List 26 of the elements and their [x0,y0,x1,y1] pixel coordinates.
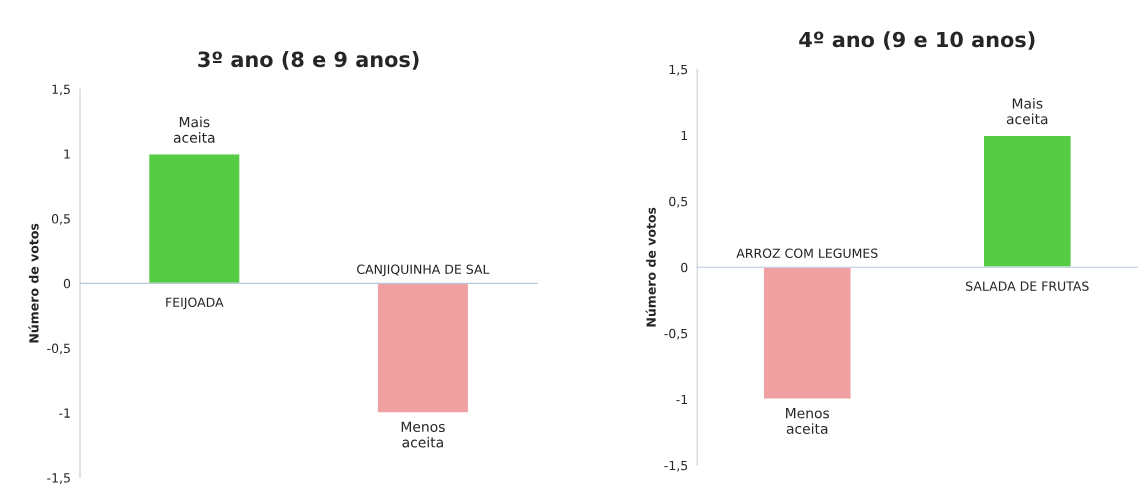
y-tick-label: -1 [676,394,688,405]
y-tick-label: -0,5 [47,343,70,355]
y-tick-label: -1 [59,408,70,418]
y-tick-label: 1 [64,149,70,159]
chart-title: 3º ano (8 e 9 anos) [198,51,419,70]
annotation: Menos aceita [786,408,830,434]
y-axis-title: Número de votos [28,223,39,343]
x-tick-label: FEIJOADA [166,297,224,310]
y-tick-label: 1 [681,130,688,141]
x-tick-label: SALADA DE FRUTAS [966,281,1089,291]
y-axis-title: Número de votos [645,207,656,327]
y-tick-label: 0,5 [669,196,688,208]
y-tick-label: -0,5 [664,328,688,340]
annotation: Mais aceita [1006,97,1048,125]
chart-title: 4º ano (9 e 10 anos) [799,31,1035,50]
y-tick-label: 1,5 [669,64,688,76]
y-tick-label: 0 [63,278,71,289]
y-tick-label: -1,5 [47,473,70,484]
annotation: Menos aceita [401,421,445,448]
annotation: Mais aceita [173,116,215,143]
y-tick-label: 0,5 [51,214,70,225]
y-tick-label: -1,5 [664,460,688,472]
x-tick-label: ARROZ COM LEGUMES [736,248,878,258]
y-tick-label: 1,5 [52,84,70,96]
y-tick-label: 0 [681,262,688,273]
x-tick-label: CANJIQUINHA DE SAL [357,264,490,277]
